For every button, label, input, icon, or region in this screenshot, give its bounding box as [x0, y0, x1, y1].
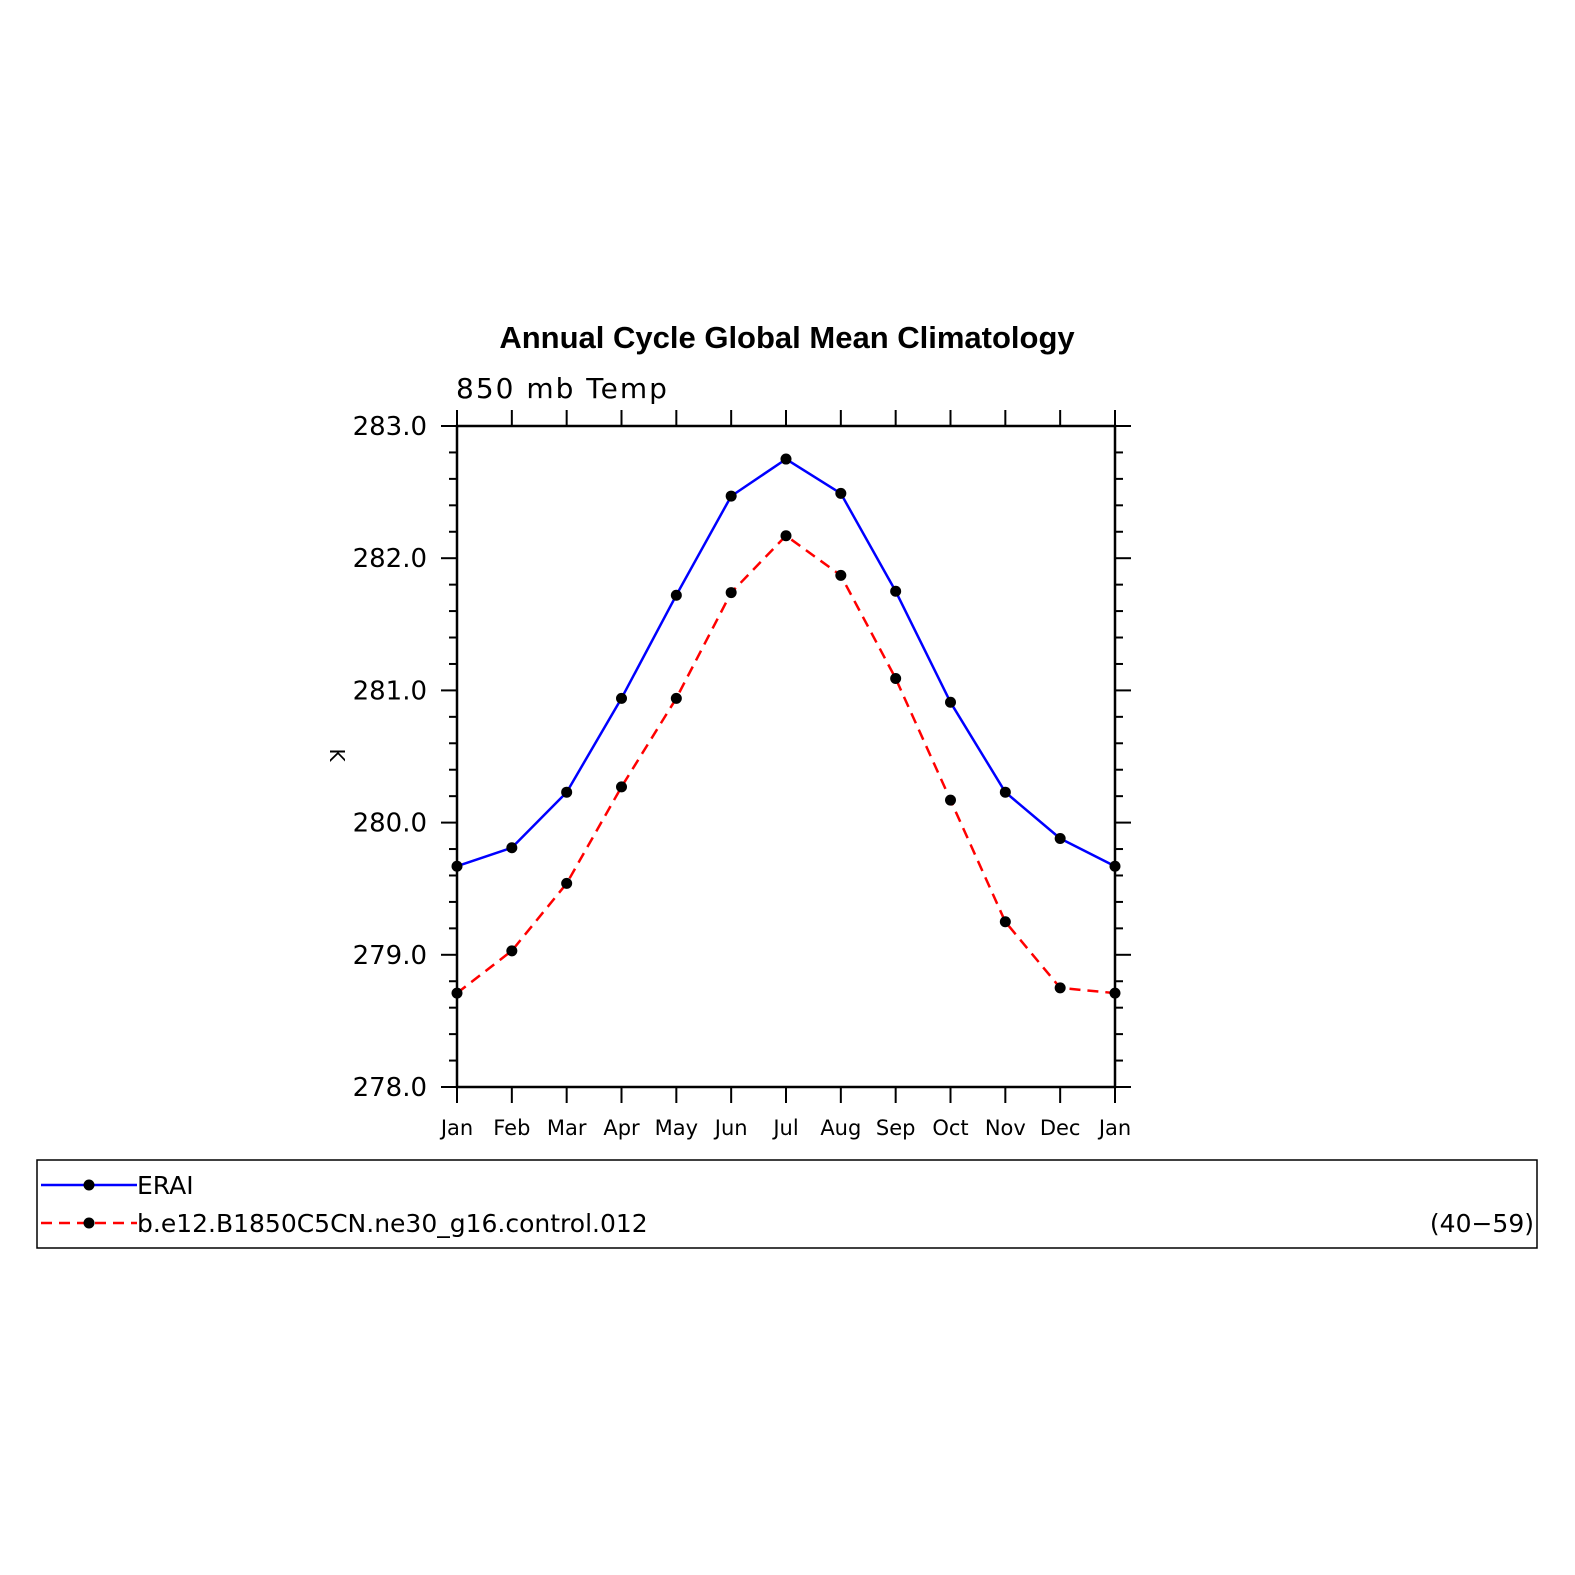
series-0-point — [670, 589, 682, 601]
plot-series — [451, 453, 1121, 999]
x-tick-label: Jul — [771, 1116, 798, 1140]
series-1-point — [616, 781, 627, 793]
legend: ERAI b.e12.B1850C5CN.ne30_g16.control.01… — [36, 1159, 1538, 1249]
series-1-point — [1054, 982, 1066, 994]
series-0-point — [1109, 860, 1121, 872]
series-0-point — [451, 860, 463, 872]
series-1-point — [890, 673, 902, 685]
legend-label-model: b.e12.B1850C5CN.ne30_g16.control.012 — [137, 1209, 648, 1238]
chart-title: Annual Cycle Global Mean Climatology — [499, 320, 1075, 355]
legend-marker-erai — [83, 1179, 95, 1191]
series-0-point — [506, 842, 518, 854]
series-0-point — [1054, 832, 1066, 844]
y-tick-label: 280.0 — [353, 809, 427, 839]
series-1-point — [999, 916, 1011, 928]
x-tick-label: Nov — [985, 1116, 1026, 1140]
y-axis-label: K — [325, 748, 349, 762]
x-tick-label: Jan — [439, 1116, 473, 1140]
series-1-point — [780, 530, 792, 542]
series-line-0 — [456, 457, 1116, 868]
legend-box — [36, 1159, 1538, 1249]
x-tick-label: Aug — [820, 1116, 861, 1140]
series-1-point — [506, 945, 518, 957]
x-tick-label: Jan — [1097, 1116, 1131, 1140]
y-tick-label: 283.0 — [353, 412, 427, 442]
series-0-point — [725, 490, 737, 502]
plot-frame — [455, 424, 1117, 1089]
series-0-point — [999, 786, 1011, 798]
chart-subtitle: 850 mb Temp — [456, 372, 669, 405]
x-tick-label: Sep — [876, 1116, 916, 1140]
y-tick-label: 282.0 — [353, 544, 427, 574]
series-1-point — [561, 877, 573, 889]
series-0-point — [616, 692, 627, 704]
series-1-point — [725, 587, 737, 599]
series-0-point — [561, 786, 573, 798]
series-1-point — [670, 692, 682, 704]
y-tick-label: 278.0 — [353, 1073, 427, 1103]
series-0-point — [890, 585, 902, 597]
axes: 278.0 279.0 280.0 281.0 282.0 283.0 Jan Feb Mar A… — [353, 410, 1131, 1140]
series-0-point — [780, 453, 792, 465]
x-tick-label: Jun — [713, 1116, 748, 1140]
x-tick-label: Oct — [932, 1116, 968, 1140]
series-1-point — [945, 794, 956, 806]
legend-label-erai: ERAI — [137, 1171, 194, 1200]
series-1-point — [451, 987, 463, 999]
x-tick-label: Dec — [1040, 1116, 1081, 1140]
series-0-point — [945, 696, 956, 708]
series-line-1 — [456, 534, 1116, 995]
legend-years: (40−59) — [1430, 1209, 1534, 1238]
x-tick-label: Mar — [547, 1116, 587, 1140]
x-tick-label: Apr — [603, 1116, 640, 1140]
x-tick-label: May — [655, 1116, 698, 1140]
x-tick-label: Feb — [493, 1116, 530, 1140]
legend-marker-model — [83, 1217, 95, 1229]
series-0-point — [835, 487, 847, 499]
y-tick-label: 279.0 — [353, 941, 427, 971]
y-tick-label: 281.0 — [353, 676, 427, 706]
series-1-point — [835, 569, 847, 581]
series-1-point — [1109, 987, 1121, 999]
